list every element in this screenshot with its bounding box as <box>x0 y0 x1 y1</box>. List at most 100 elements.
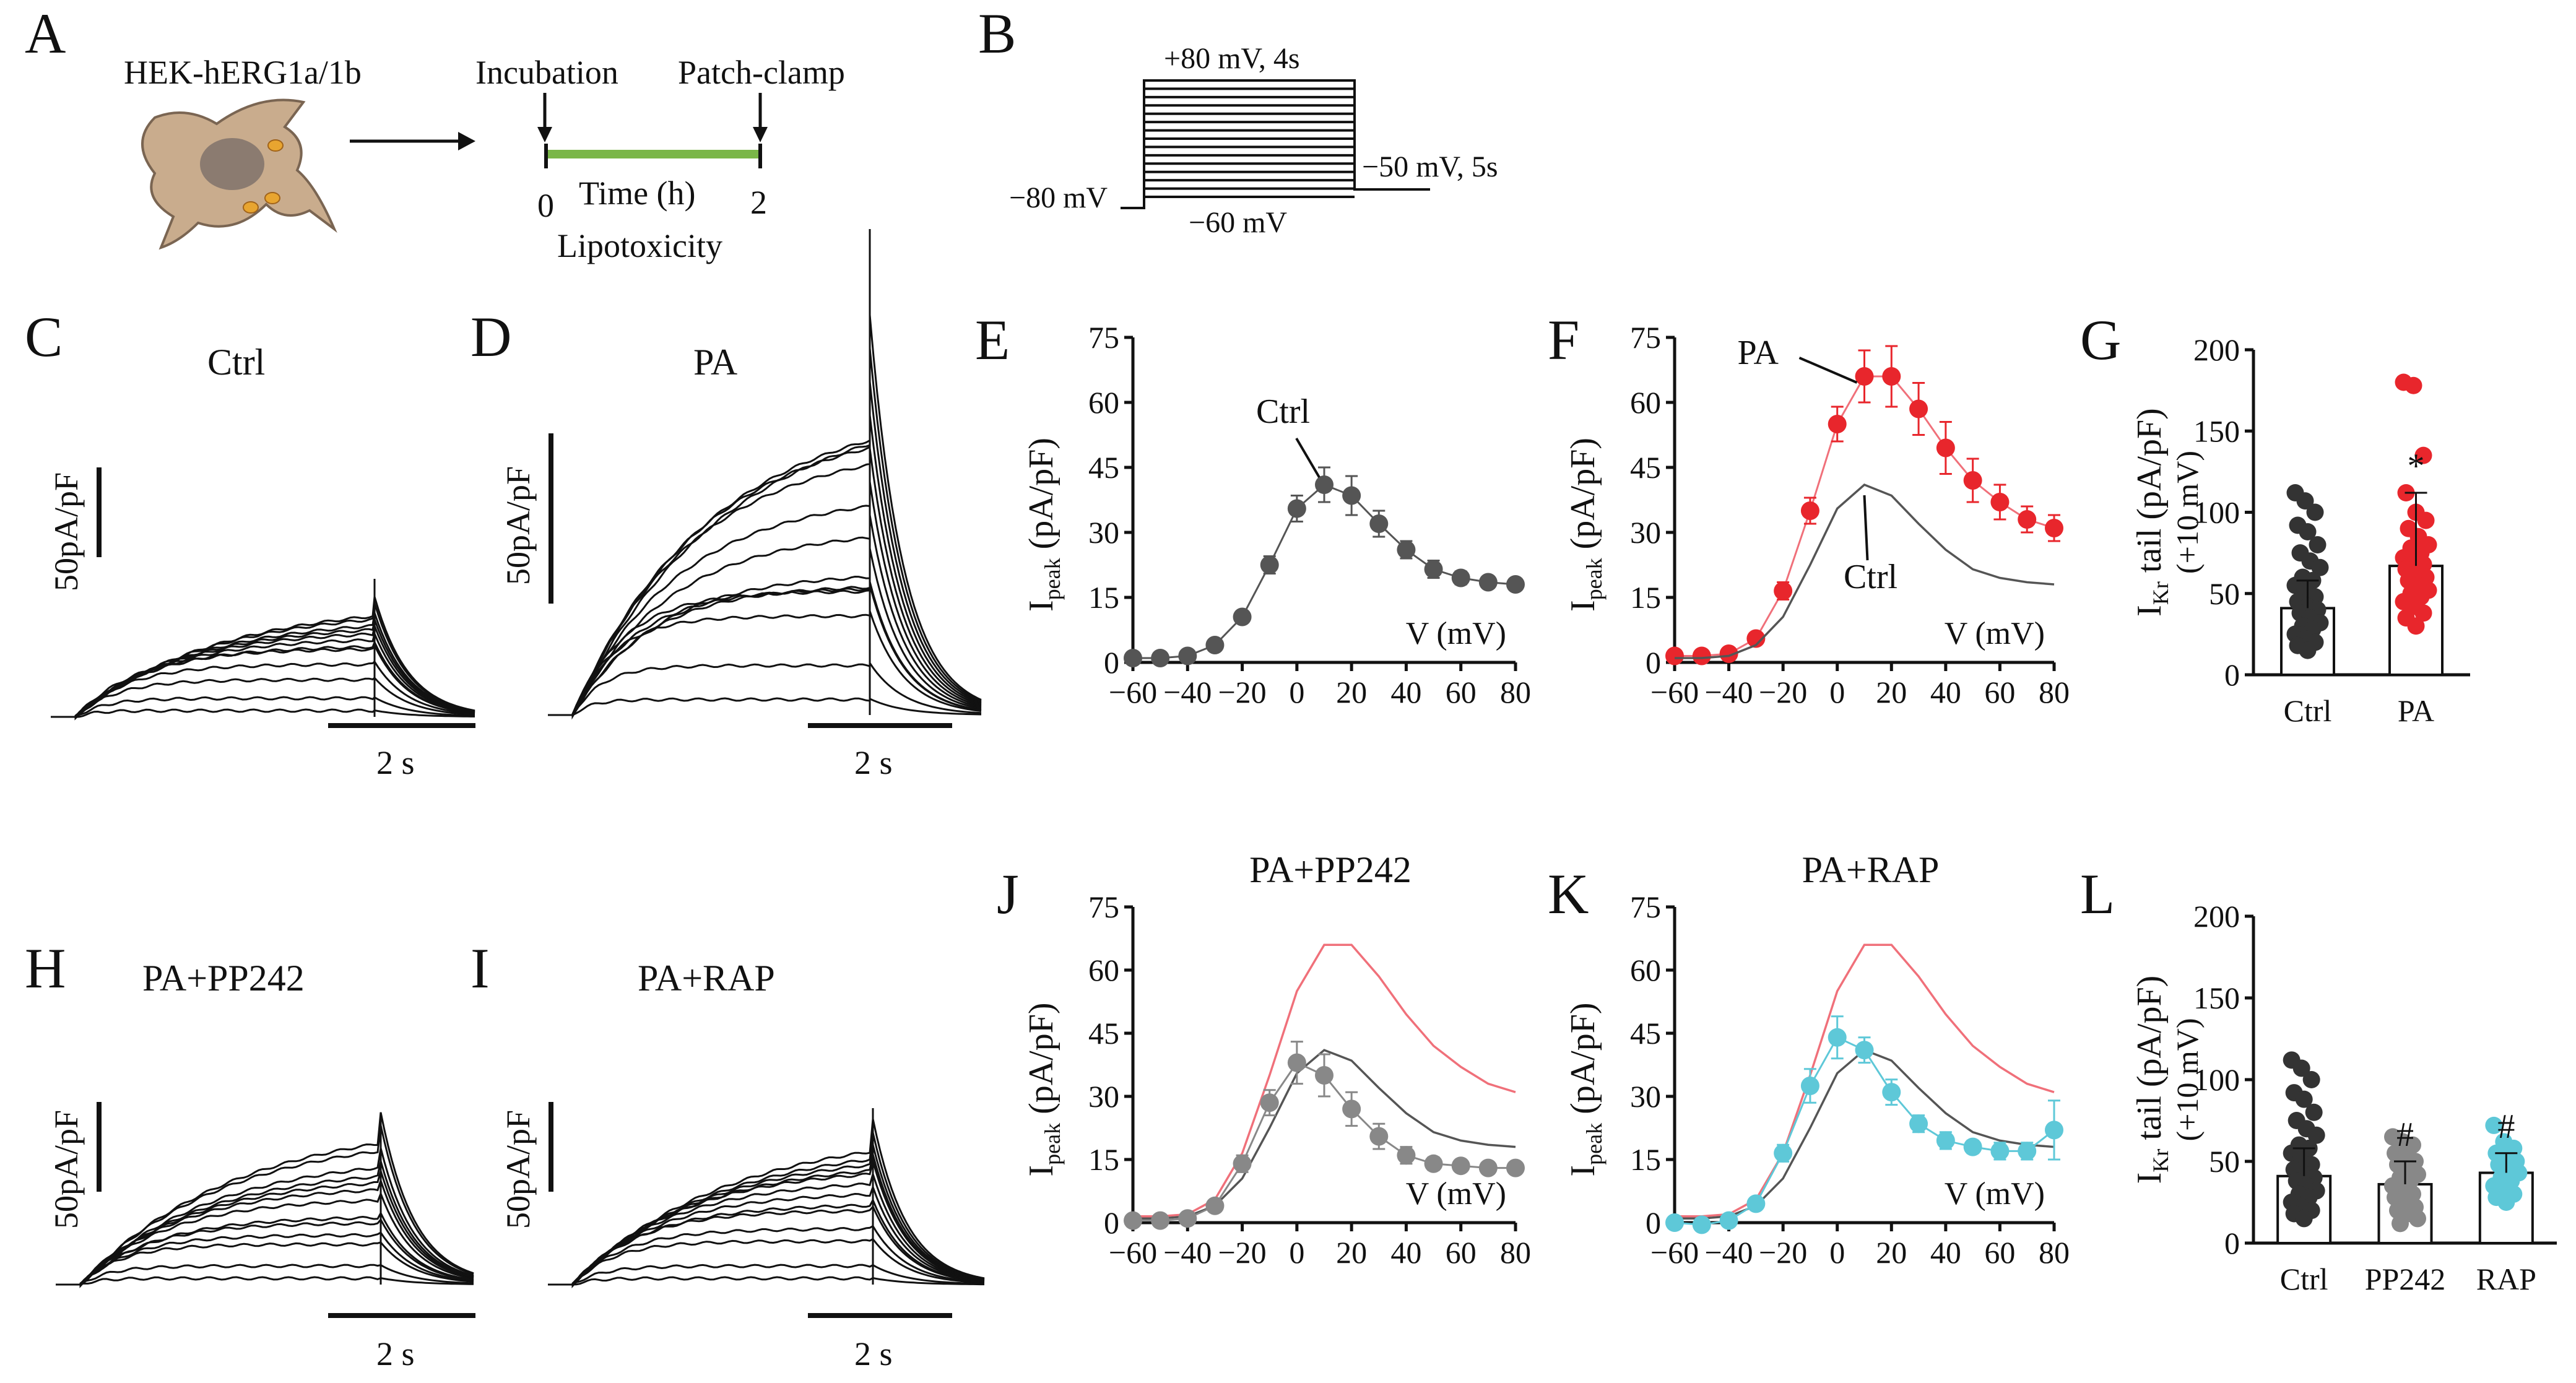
current-trace <box>56 1218 474 1288</box>
x-tick-label: 0 <box>1829 1235 1845 1270</box>
current-trace <box>51 602 475 720</box>
time-start-label: 0 <box>537 187 554 224</box>
x-tick-label: −40 <box>1704 675 1753 709</box>
trace-panel-pa-rap: I PA+RAP 50pA/pF 2 s <box>471 937 985 1372</box>
series-line-pa <box>1675 943 2055 1218</box>
x-tick-label: −40 <box>1163 675 1212 709</box>
y-tick-label: 45 <box>1088 1016 1119 1051</box>
data-point <box>2296 492 2314 510</box>
current-trace <box>548 1264 985 1286</box>
current-trace <box>56 1231 474 1288</box>
significance-mark: # <box>2497 1108 2515 1146</box>
panel-letter-h: H <box>25 937 66 1000</box>
current-trace <box>548 1198 985 1288</box>
cell-illustration <box>141 98 337 250</box>
current-trace <box>56 1148 474 1288</box>
data-point <box>1719 644 1738 663</box>
y-tick-label: 30 <box>1088 1079 1119 1114</box>
x-axis-label: V (mV) <box>1945 616 2045 651</box>
data-point <box>1315 475 1334 494</box>
panel-letter-i: I <box>471 937 490 1000</box>
data-point <box>1719 1211 1738 1230</box>
y-axis-label-2: (+10 mV) <box>2170 1018 2205 1142</box>
current-trace <box>56 1125 474 1288</box>
data-point <box>2309 536 2327 553</box>
current-trace <box>548 415 982 716</box>
data-point <box>2045 519 2063 537</box>
y-tick-label: 15 <box>1630 1142 1661 1177</box>
data-point <box>1178 646 1197 665</box>
data-point <box>2392 1215 2409 1233</box>
trace-panel-pa-pp242: H PA+PP242 50pA/pF 2 s <box>25 937 475 1372</box>
current-trace <box>51 708 475 718</box>
panel-b: B +80 mV, 4s −80 mV −50 mV, 5s −60 mV <box>978 2 1498 239</box>
annotation-arrow <box>1295 437 1321 479</box>
data-point <box>1882 367 1901 386</box>
current-trace <box>51 696 475 718</box>
trace-title: PA+RAP <box>638 958 775 999</box>
x-tick-label: 40 <box>1930 675 1961 709</box>
x-tick-label: −40 <box>1704 1235 1753 1270</box>
current-trace <box>548 548 982 720</box>
data-point <box>1855 367 1874 386</box>
scale-bar-horizontal-label: 2 s <box>376 1335 415 1372</box>
data-point <box>1451 568 1470 587</box>
data-point <box>2295 1090 2313 1108</box>
data-point <box>1936 438 1955 457</box>
current-trace <box>56 1264 474 1286</box>
current-trace <box>56 1276 474 1286</box>
iv-chart-pa: F 0 15 30 45 60 75 −60 −40 −20 0 20 40 60 80 V (mV) Ipe… <box>1548 308 2070 709</box>
data-point <box>1205 636 1225 654</box>
current-trace <box>51 660 475 718</box>
trace-title: PA+PP242 <box>142 958 305 999</box>
series-line-pa <box>1133 943 1516 1218</box>
current-trace <box>548 314 982 716</box>
data-point <box>1774 581 1793 600</box>
x-tick-label: −20 <box>1759 1235 1807 1270</box>
current-trace <box>548 481 982 716</box>
x-tick-label: 60 <box>1446 675 1477 709</box>
y-axis-label: Ipeak (pA/pF) <box>1564 438 1607 612</box>
category-label: Ctrl <box>2280 1262 2328 1296</box>
trace-title: PA <box>693 342 737 383</box>
y-tick-label: 15 <box>1088 580 1119 615</box>
data-point <box>2302 1071 2320 1088</box>
data-point <box>1178 1209 1197 1228</box>
panel-letter-k: K <box>1548 862 1589 926</box>
x-tick-label: −40 <box>1163 1235 1212 1270</box>
scale-bar-vertical-label: 50pA/pF <box>500 1110 537 1229</box>
chart-title: PA+RAP <box>1802 849 1940 890</box>
data-point <box>1260 1093 1279 1112</box>
y-tick-label: 60 <box>1088 385 1119 420</box>
x-tick-label: 60 <box>1984 1235 2015 1270</box>
data-point <box>2414 446 2432 464</box>
data-point <box>1260 555 1279 574</box>
y-axis-label-2: (+10 mV) <box>2170 451 2205 574</box>
tail-voltage-label: −50 mV, 5s <box>1362 150 1498 183</box>
annotation-ctrl: Ctrl <box>1844 558 1897 596</box>
data-point <box>1909 399 1928 418</box>
x-tick-label: 80 <box>2039 1235 2070 1270</box>
y-axis-label: IKr tail (pA/pF) <box>2130 976 2173 1184</box>
current-trace <box>548 1238 985 1286</box>
arrow-down-icon-2 <box>753 93 768 142</box>
y-tick-label: 45 <box>1088 450 1119 485</box>
panel-letter-e: E <box>975 308 1010 371</box>
y-tick-label: 75 <box>1630 320 1661 355</box>
significance-mark: * <box>2408 447 2425 485</box>
data-point <box>1990 493 2010 511</box>
arrow-right-icon <box>350 132 475 150</box>
data-point <box>1665 1213 1684 1232</box>
x-tick-label: 80 <box>2039 675 2070 709</box>
time-end-label: 2 <box>750 184 767 221</box>
data-point <box>1909 1114 1928 1134</box>
current-trace <box>56 1190 474 1286</box>
data-point <box>2417 511 2435 529</box>
data-point <box>1746 629 1766 648</box>
y-tick-label: 30 <box>1630 515 1661 550</box>
data-point <box>1478 1158 1498 1177</box>
category-label: Ctrl <box>2284 693 2332 728</box>
data-point <box>1124 649 1142 667</box>
y-tick-label: 0 <box>2224 657 2240 692</box>
voltage-protocol <box>1121 79 1430 209</box>
